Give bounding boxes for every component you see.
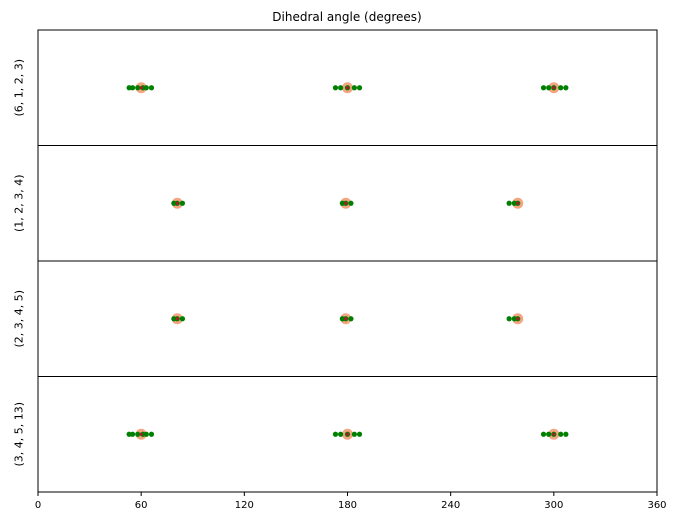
panels: (6, 1, 2, 3) (1, 2, 3, 4) (2, 3, 4, 5) (3, … xyxy=(13,30,658,492)
highlight-center xyxy=(176,202,179,205)
x-tick-label: 60 xyxy=(135,500,148,511)
data-point xyxy=(546,432,551,437)
data-point xyxy=(507,201,512,206)
data-point xyxy=(352,85,357,90)
data-point xyxy=(135,85,140,90)
data-point xyxy=(333,432,338,437)
highlight-center xyxy=(552,86,555,89)
panel-label: (3, 4, 5, 13) xyxy=(13,402,26,467)
x-axis: 0 60 120 180 240 300 360 xyxy=(35,492,667,511)
data-point xyxy=(144,432,149,437)
highlight-center xyxy=(140,433,143,436)
x-tick-label: 120 xyxy=(235,500,254,511)
highlight-center xyxy=(516,202,519,205)
data-point xyxy=(348,201,353,206)
data-point xyxy=(541,432,546,437)
data-point xyxy=(180,316,185,321)
data-point xyxy=(563,432,568,437)
panel-label: (1, 2, 3, 4) xyxy=(13,174,26,232)
highlight-center xyxy=(516,317,519,320)
highlight-center xyxy=(346,86,349,89)
x-tick-label: 240 xyxy=(441,500,460,511)
highlight-center xyxy=(344,202,347,205)
data-point xyxy=(357,85,362,90)
data-point xyxy=(357,432,362,437)
data-point xyxy=(541,85,546,90)
panel-4: (3, 4, 5, 13) xyxy=(13,377,658,493)
data-point xyxy=(338,85,343,90)
highlight-center xyxy=(552,433,555,436)
panel-2: (1, 2, 3, 4) xyxy=(13,146,658,262)
x-tick-label: 300 xyxy=(544,500,563,511)
data-point xyxy=(352,432,357,437)
data-point xyxy=(558,85,563,90)
data-point xyxy=(149,432,154,437)
chart-title: Dihedral angle (degrees) xyxy=(272,10,421,24)
data-point xyxy=(348,316,353,321)
data-point xyxy=(338,432,343,437)
data-point xyxy=(135,432,140,437)
highlight-center xyxy=(346,433,349,436)
x-tick-label: 360 xyxy=(647,500,666,511)
data-point xyxy=(130,85,135,90)
panel-label: (2, 3, 4, 5) xyxy=(13,290,26,348)
x-tick-label: 180 xyxy=(338,500,357,511)
data-point xyxy=(149,85,154,90)
data-point xyxy=(558,432,563,437)
highlight-center xyxy=(344,317,347,320)
panel-label: (6, 1, 2, 3) xyxy=(13,59,26,117)
data-point xyxy=(563,85,568,90)
data-point xyxy=(333,85,338,90)
data-point xyxy=(130,432,135,437)
panel-3: (2, 3, 4, 5) xyxy=(13,261,658,377)
x-tick-label: 0 xyxy=(35,500,41,511)
data-point xyxy=(546,85,551,90)
panel-1: (6, 1, 2, 3) xyxy=(13,30,658,146)
data-point xyxy=(144,85,149,90)
data-point xyxy=(180,201,185,206)
highlight-center xyxy=(176,317,179,320)
highlight-center xyxy=(140,86,143,89)
data-point xyxy=(507,316,512,321)
